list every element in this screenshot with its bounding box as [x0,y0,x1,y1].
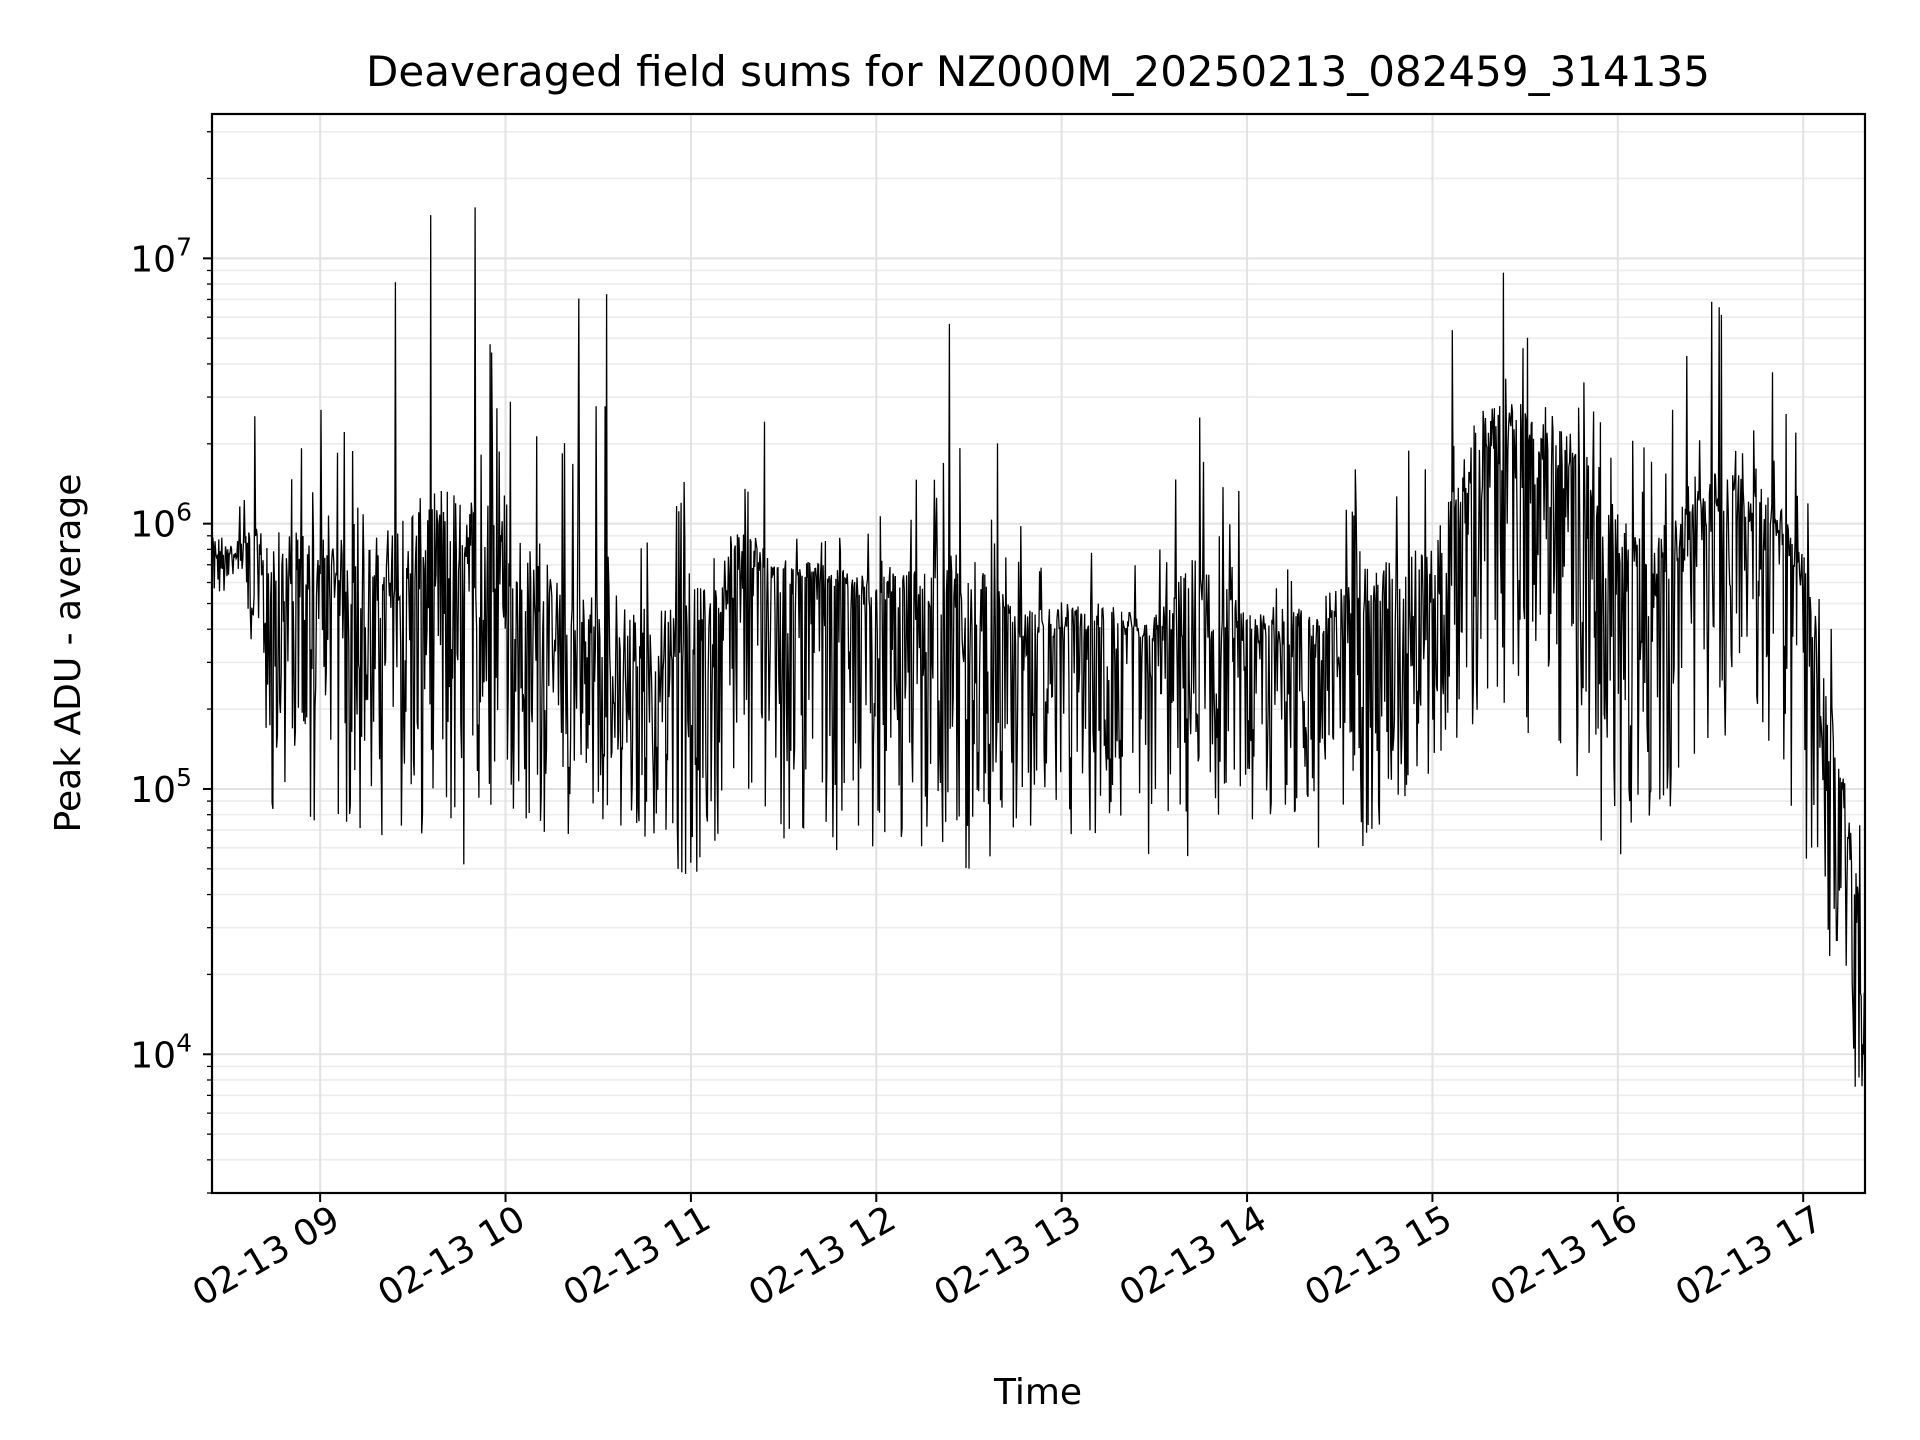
y-tick-label: 104 [130,1028,192,1076]
x-tick-label: 02-13 10 [371,1198,532,1314]
x-tick-label: 02-13 16 [1484,1198,1645,1314]
x-tick-label: 02-13 09 [186,1198,347,1314]
x-tick-label: 02-13 11 [557,1198,718,1314]
y-tick-label: 105 [130,763,192,811]
y-tick-label: 106 [130,498,192,546]
y-axis-label: Peak ADU - average [48,474,89,833]
x-tick-label: 02-13 15 [1298,1198,1459,1314]
data-series [211,207,1866,1127]
plot-area-frame [210,112,1867,1195]
x-tick-label: 02-13 14 [1113,1198,1274,1314]
x-tick-label: 02-13 13 [927,1198,1088,1314]
grid [212,114,1865,1194]
x-tick-label: 02-13 12 [742,1198,903,1314]
x-tick-label: 02-13 17 [1669,1198,1830,1314]
chart-title: Deaveraged field sums for NZ000M_2025021… [366,47,1710,96]
y-tick-label: 107 [130,232,192,280]
series-line [211,207,1866,1127]
x-axis-label: Time [993,1372,1082,1413]
